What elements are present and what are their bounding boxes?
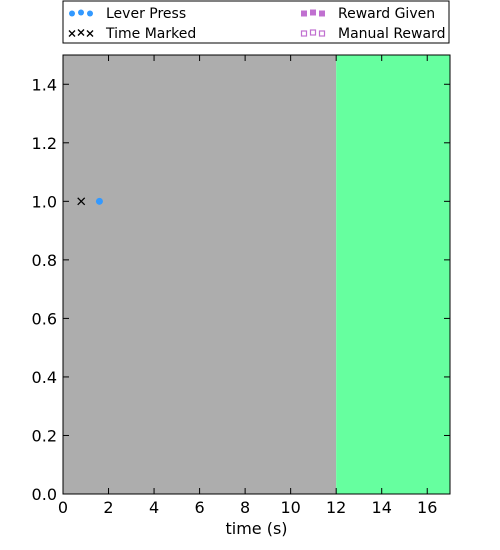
y-tick-label: 1.4 (32, 75, 57, 94)
data-point-lever-press-0 (95, 197, 103, 205)
legend-marker-lever-press (78, 9, 84, 16)
legend-label-time-marked: Time Marked (105, 26, 196, 42)
y-tick-label: 0.8 (32, 251, 57, 270)
background-region-0 (63, 55, 337, 494)
data-points (77, 197, 103, 206)
y-tick-label: 0.6 (32, 309, 57, 328)
legend-marker-lever-press (69, 10, 75, 17)
legend-label-reward-given: Reward Given (338, 6, 435, 22)
y-tick-label: 1.0 (32, 192, 57, 211)
legend-label-manual-reward: Manual Reward (338, 26, 445, 42)
legend-marker-lever-press (87, 10, 93, 17)
legend-marker-time-marked (68, 30, 76, 37)
legend-box (62, 0, 450, 44)
legend-marker-manual-reward (309, 29, 317, 36)
x-tick-label: 4 (149, 498, 159, 517)
y-tick-label: 0.2 (32, 426, 57, 445)
legend-label-lever-press: Lever Press (106, 6, 186, 22)
legend-marker-reward-given (301, 10, 307, 17)
y-tick-label: 0.0 (32, 485, 57, 504)
x-tick-label: 2 (103, 498, 113, 517)
y-tick-label: 1.2 (32, 134, 57, 153)
x-axis-label: time (s) (225, 519, 287, 538)
x-tick-label: 16 (417, 498, 437, 517)
background-regions (63, 55, 450, 494)
x-tick-label: 12 (326, 498, 346, 517)
plot-frame (62, 54, 451, 495)
legend-marker-reward-given (319, 10, 325, 17)
x-tick-label: 0 (58, 498, 68, 517)
x-tick-label: 14 (372, 498, 392, 517)
legend-marker-manual-reward (318, 30, 326, 37)
x-tick-label: 8 (240, 498, 250, 517)
legend-marker-time-marked (86, 30, 94, 37)
background-region-1 (336, 55, 450, 494)
axis-ticks: 0 2 4 6 8 10 12 14 16 0.0 0.2 0.4 0.6 0.8 1.0 1.2 1.4 (32, 55, 450, 517)
x-tick-label: 10 (280, 498, 300, 517)
legend-marker-manual-reward (300, 30, 308, 37)
legend-marker-time-marked (77, 29, 85, 36)
data-point-time-marked-0 (77, 197, 86, 206)
legend-marker-reward-given (310, 9, 316, 16)
x-tick-label: 6 (194, 498, 204, 517)
y-tick-label: 0.4 (32, 368, 57, 387)
legend: Lever Press Time Marked Reward Given Manual… (62, 0, 450, 44)
